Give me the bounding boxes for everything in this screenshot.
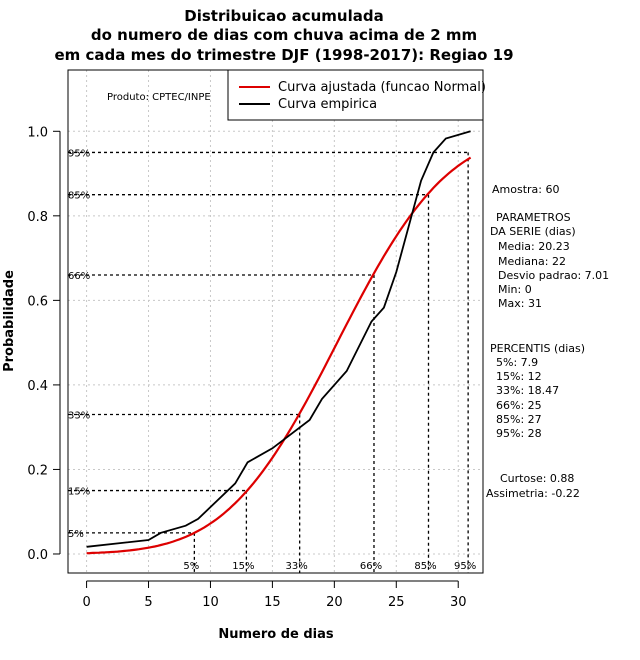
stats-min: Min: 0: [498, 283, 532, 296]
percentile-reference-lines: 5% 5% 15% 15% 33% 33% 66% 66% 85% 85% 95% 95%: [68, 148, 476, 573]
x-axis-title: Numero de dias: [218, 627, 334, 642]
stats-p15: 15%: 12: [496, 370, 542, 383]
y-axis: 0.0 0.2 0.4 0.6 0.8 1.0: [27, 125, 61, 563]
stats-media: Media: 20.23: [498, 240, 570, 253]
percentile-x-label: 15%: [232, 561, 254, 572]
grid: [68, 70, 483, 573]
stats-mediana: Mediana: 22: [498, 255, 566, 268]
x-tick-label: 5: [144, 595, 152, 610]
stats-p95: 95%: 28: [496, 427, 542, 440]
percentile-x-label: 5%: [183, 561, 199, 572]
legend-label-empirical: Curva empirica: [278, 97, 377, 112]
percentile-y-label: 85%: [68, 191, 90, 202]
stats-p66: 66%: 25: [496, 399, 542, 412]
legend: Curva ajustada (funcao Normal) Curva emp…: [227, 69, 486, 121]
legend-box: [227, 69, 484, 121]
stats-p85: 85%: 27: [496, 413, 542, 426]
percentile-y-label: 5%: [68, 529, 84, 540]
x-tick-label: 0: [82, 595, 90, 610]
stats-panel: Amostra: 60 PARAMETROS DA SERIE (dias) M…: [486, 183, 609, 500]
percentile-x-label: 33%: [286, 561, 308, 572]
plot-series: [86, 130, 472, 555]
y-tick-label: 1.0: [27, 125, 48, 140]
y-tick-label: 0.0: [27, 548, 48, 563]
stats-curtose: Curtose: 0.88: [500, 472, 574, 485]
percentile-y-label: 15%: [68, 487, 90, 498]
y-tick-label: 0.4: [27, 379, 48, 394]
x-tick-label: 15: [264, 595, 281, 610]
x-axis: 0 5 10 15 20 25 30: [82, 580, 467, 610]
x-tick-label: 30: [450, 595, 467, 610]
fitted-normal-curve: [86, 156, 472, 555]
stats-p33: 33%: 18.47: [496, 384, 559, 397]
y-axis-title: Probabilidade: [2, 270, 17, 372]
x-tick-label: 10: [202, 595, 219, 610]
stats-parametros-heading-1: PARAMETROS: [496, 211, 571, 224]
y-tick-label: 0.8: [27, 210, 48, 225]
percentile-y-label: 66%: [68, 271, 90, 282]
title-line-1: Distribuicao acumulada: [184, 7, 383, 25]
stats-max: Max: 31: [498, 297, 542, 310]
stats-parametros-heading-2: DA SERIE (dias): [490, 225, 576, 238]
percentile-x-label: 85%: [414, 561, 436, 572]
stats-assimetria: Assimetria: -0.22: [486, 487, 580, 500]
title-line-3: em cada mes do trimestre DJF (1998-2017)…: [54, 46, 513, 64]
chart-title: Distribuicao acumulada do numero de dias…: [54, 7, 513, 64]
y-tick-label: 0.6: [27, 294, 48, 309]
percentile-y-label: 95%: [68, 148, 90, 159]
title-line-2: do numero de dias com chuva acima de 2 m…: [91, 26, 477, 44]
stats-desvio: Desvio padrao: 7.01: [498, 269, 609, 282]
credit-text: Produto: CPTEC/INPE: [107, 92, 211, 103]
empirical-curve: [86, 130, 471, 548]
plot-frame: [67, 69, 484, 574]
x-tick-label: 20: [326, 595, 343, 610]
x-tick-label: 25: [388, 595, 405, 610]
legend-label-fitted: Curva ajustada (funcao Normal): [278, 80, 486, 95]
percentile-x-label: 95%: [454, 561, 476, 572]
stats-amostra: Amostra: 60: [492, 183, 559, 196]
percentile-x-label: 66%: [360, 561, 382, 572]
percentile-y-label: 33%: [68, 410, 90, 421]
y-tick-label: 0.2: [27, 463, 48, 478]
stats-percentis-heading: PERCENTIS (dias): [490, 342, 585, 355]
stats-p5: 5%: 7.9: [496, 356, 538, 369]
